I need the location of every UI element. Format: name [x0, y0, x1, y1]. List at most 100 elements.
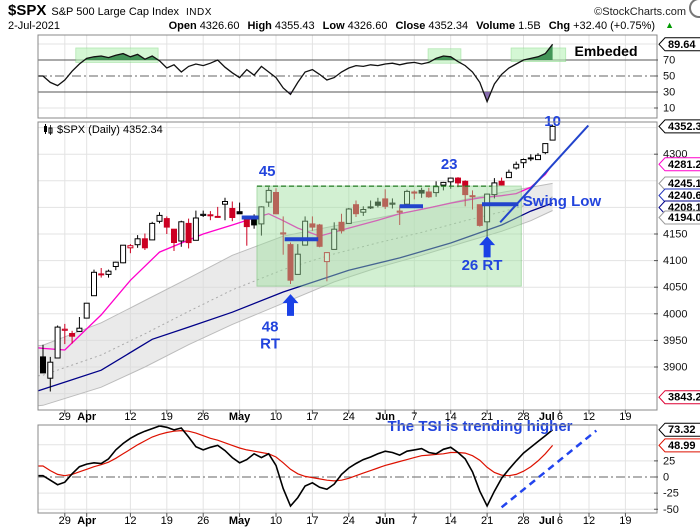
candle-may-6: [258, 206, 265, 225]
svg-text:26: 26: [197, 515, 209, 527]
ma-navy-line: [37, 202, 553, 392]
candle-may-21: [338, 221, 345, 232]
candle-mar-26: [54, 326, 61, 359]
tsi-panel-border: [37, 424, 658, 514]
up-arrow-icon-2: [479, 236, 496, 258]
tsi-x-axis: 29 Apr 12 19 26 May 10 17 24 Jun 7 14 21 28 Jul 6 12 19: [59, 513, 632, 527]
quote-volume: Volume 1.5B: [476, 20, 541, 32]
candle-mar-31: [76, 327, 83, 332]
svg-text:24: 24: [343, 411, 355, 423]
candle-apr-28: [214, 215, 221, 218]
consolidation-box: [256, 185, 522, 287]
candle-apr-1: [83, 302, 90, 319]
svg-text:3843.21: 3843.21: [668, 392, 700, 404]
svg-text:4352.34: 4352.34: [668, 121, 700, 133]
candle-jul-2: [549, 125, 556, 141]
candle-apr-6: [98, 273, 105, 276]
svg-text:10: 10: [270, 411, 282, 423]
svg-text:29: 29: [59, 515, 71, 527]
candle-jun-21: [484, 193, 491, 223]
chart-type-icon: [44, 124, 53, 135]
candle-apr-8: [112, 261, 119, 268]
candle-may-10: [273, 192, 279, 215]
svg-text:4240.63: 4240.63: [668, 190, 700, 202]
axis-label-0: 0: [663, 472, 669, 484]
svg-text:7: 7: [411, 411, 417, 423]
symbol-name: S&P 500 Large Cap Index: [51, 6, 179, 18]
rally-trendline: [499, 124, 590, 223]
quote-low: Low 4326.60: [322, 20, 388, 32]
oscillator-panel: Embeded 70 50 30 10 89.64: [37, 34, 700, 119]
chart-header: $SPX S&P 500 Large Cap Index INDX ©Stock…: [0, 0, 700, 32]
svg-text:Jul: Jul: [539, 515, 555, 527]
value-label-73.32: [658, 422, 700, 437]
svg-text:19: 19: [619, 515, 631, 527]
candle-may-24: [345, 208, 352, 224]
svg-text:14: 14: [445, 411, 457, 423]
svg-text:12: 12: [583, 411, 595, 423]
svg-text:12: 12: [124, 411, 136, 423]
symbol-ticker: $SPX: [8, 2, 47, 19]
svg-text:21: 21: [481, 411, 493, 423]
svg-text:Jun: Jun: [375, 515, 395, 527]
svg-text:12: 12: [124, 515, 136, 527]
candle-may-11: [280, 232, 287, 235]
svg-text:10: 10: [270, 515, 282, 527]
candle-jun-22: [491, 182, 498, 196]
svg-text:6: 6: [557, 411, 563, 423]
candle-apr-20: [171, 228, 177, 243]
axis-label-25: 25: [663, 455, 675, 467]
candle-jun-1: [382, 198, 389, 207]
candle-mar-30: [69, 333, 76, 337]
candle-apr-26: [200, 213, 207, 216]
axis-label-3950: 3950: [663, 335, 687, 347]
annotation-45: 45: [259, 163, 276, 180]
annotation-swing-low: Swing Low: [523, 193, 602, 210]
svg-text:19: 19: [161, 515, 173, 527]
exchange-label: INDX: [185, 7, 212, 18]
axis-label-4150: 4150: [663, 229, 687, 241]
annotation-26-rt: 26 RT: [462, 257, 503, 274]
svg-text:17: 17: [306, 515, 318, 527]
tsi-signal-line: [38, 429, 554, 482]
candle-may-27: [367, 206, 374, 209]
price-panel-title: $SPX (Daily) 4352.34: [57, 124, 163, 136]
axis-label--50: -50: [663, 504, 679, 516]
candle-may-4: [243, 218, 250, 228]
annotation-tsi-trending-higher: The TSI is trending higher: [387, 418, 572, 435]
candle-apr-9: [120, 244, 127, 264]
candle-jun-25: [513, 163, 520, 169]
svg-text:4245.17: 4245.17: [668, 178, 700, 190]
value-label-4352.34: [658, 119, 700, 134]
candle-apr-7: [105, 270, 112, 275]
stockcharts-copyright-link[interactable]: ©StockCharts.com: [594, 6, 686, 18]
svg-text:89.64: 89.64: [668, 39, 696, 51]
svg-text:4194.09: 4194.09: [668, 212, 700, 224]
svg-text:26: 26: [197, 411, 209, 423]
value-label-89.64: [658, 37, 700, 52]
change-up-icon: ▲: [665, 20, 674, 30]
candle-may-19: [323, 252, 330, 263]
candle-jun-9: [425, 191, 432, 198]
annotation-23: 23: [441, 156, 458, 173]
svg-text:6: 6: [557, 515, 563, 527]
quote-open: Open 4326.60: [168, 20, 240, 32]
quote-date: 2-Jul-2021: [8, 20, 60, 32]
candle-may-18: [316, 224, 323, 247]
axis-label--25: -25: [663, 488, 679, 500]
svg-text:May: May: [229, 515, 251, 527]
axis-label-30: 30: [663, 87, 675, 99]
candle-jun-24: [505, 171, 512, 179]
candle-apr-21: [178, 221, 185, 242]
tsi-dashed-trendline: [500, 429, 598, 509]
ohlc-quote-row: Open 4326.60 High 4355.43 Low 4326.60 Close 435…: [169, 20, 674, 32]
candle-apr-27: [207, 214, 214, 217]
candle-apr-5: [91, 271, 97, 297]
svg-text:May: May: [229, 411, 251, 423]
embedded-label: Embeded: [574, 43, 637, 59]
candle-jun-14: [447, 177, 454, 183]
candle-apr-12: [127, 245, 134, 249]
svg-text:7: 7: [411, 515, 417, 527]
